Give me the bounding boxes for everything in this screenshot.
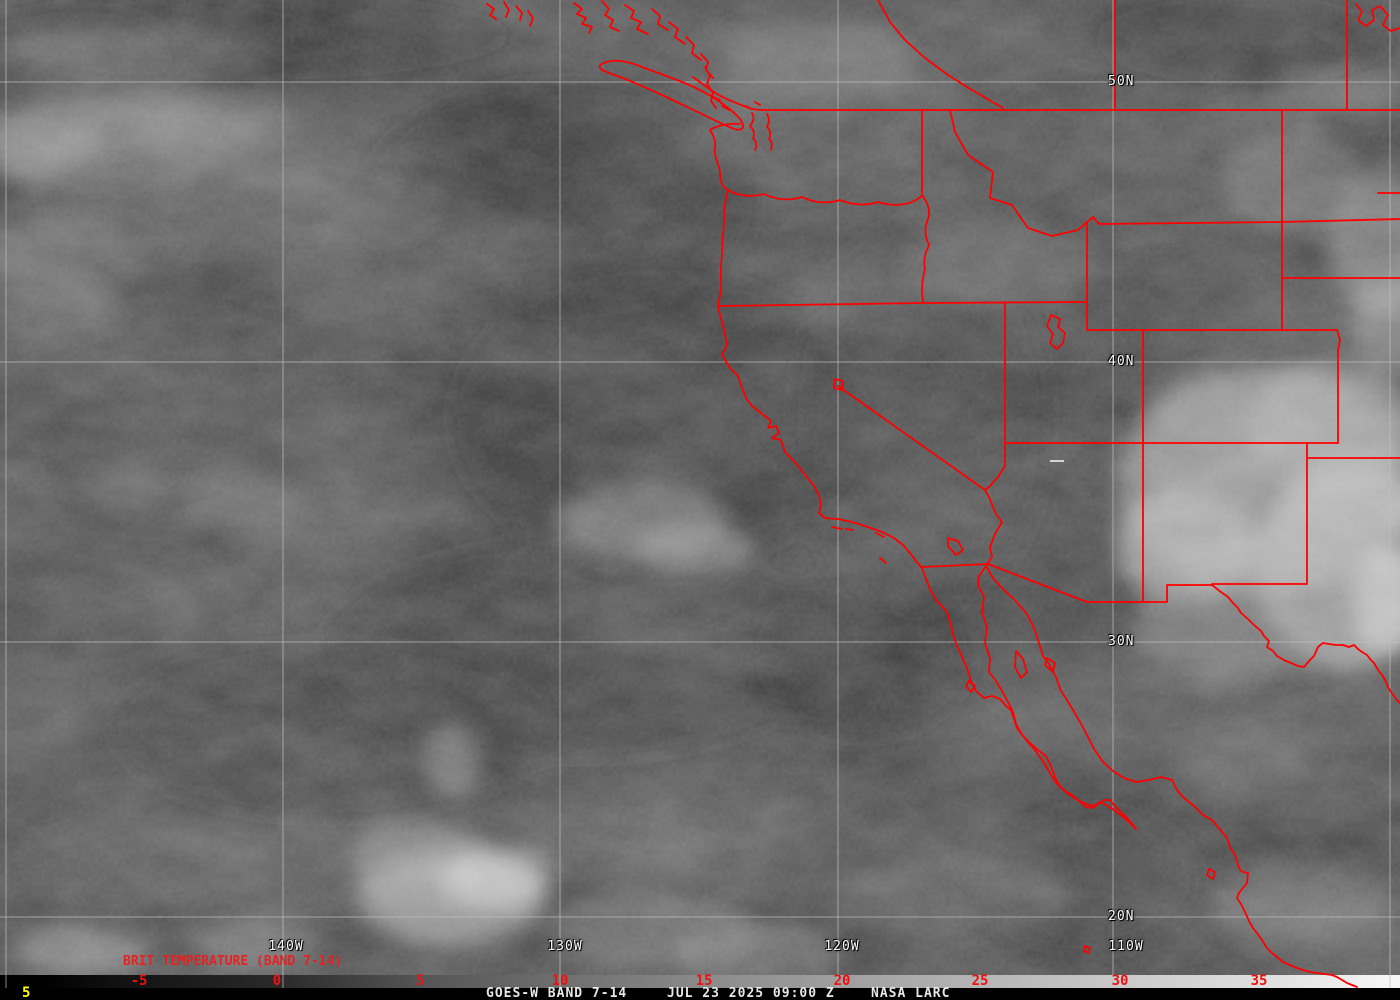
- colorbar-tick-neg5: -5: [130, 973, 148, 989]
- legend-title: BRIT TEMPERATURE (BAND 7-14): [123, 954, 343, 969]
- lat-label-20n: 20N: [1108, 909, 1135, 924]
- product-name: GOES-W BAND 7-14: [486, 986, 628, 1000]
- colorbar-tick-20: 20: [833, 973, 851, 989]
- status-bar: [0, 988, 1400, 1000]
- colorbar-tick-5: 5: [415, 973, 425, 989]
- colorbar-tick-35: 35: [1250, 973, 1268, 989]
- lon-label-130w: 130W: [547, 939, 583, 954]
- timestamp: JUL 23 2025 09:00 Z: [667, 986, 835, 1000]
- satellite-image-layer: [0, 0, 1400, 975]
- lat-label-40n: 40N: [1108, 354, 1135, 369]
- colorbar-tick-10: 10: [551, 973, 569, 989]
- colorbar-tick-15: 15: [695, 973, 713, 989]
- colorbar-tick-30: 30: [1111, 973, 1129, 989]
- lat-label-50n: 50N: [1108, 74, 1135, 89]
- lon-label-110w: 110W: [1108, 939, 1144, 954]
- data-source: NASA LARC: [871, 986, 951, 1000]
- lat-label-30n: 30N: [1108, 634, 1135, 649]
- lon-label-120w: 120W: [824, 939, 860, 954]
- lon-label-140w: 140W: [268, 939, 304, 954]
- colorbar-tick-0: 0: [272, 973, 282, 989]
- colorbar-tick-25: 25: [971, 973, 989, 989]
- bright-artifact-dash: [1050, 460, 1064, 462]
- frame-number: 5: [22, 985, 31, 1000]
